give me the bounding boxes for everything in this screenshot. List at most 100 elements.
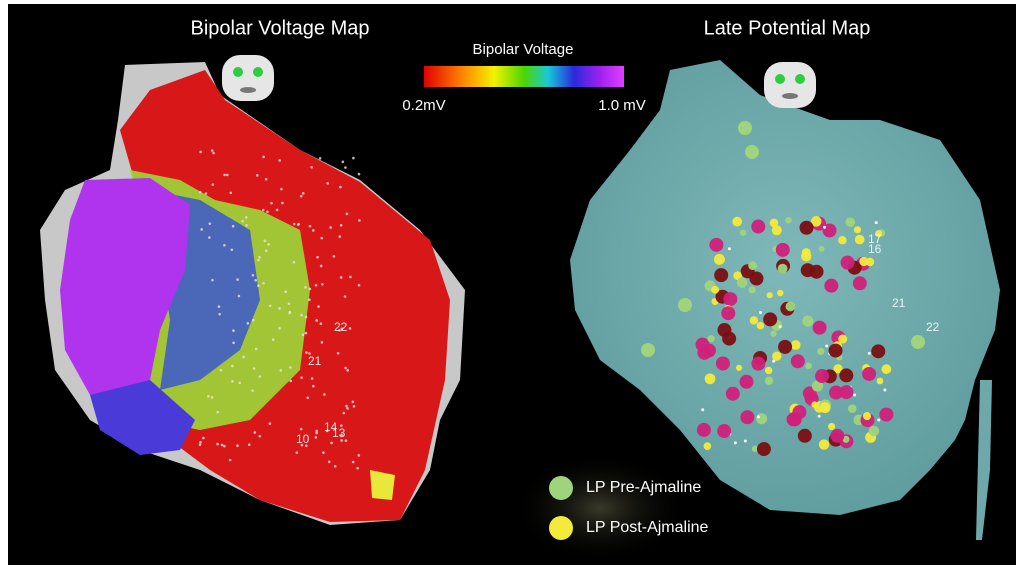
point-dot <box>300 376 303 379</box>
lp-dot <box>737 277 748 288</box>
lp-dot <box>714 254 725 265</box>
point-dot <box>218 313 221 316</box>
lp-dot <box>777 290 783 296</box>
point-dot <box>208 222 211 225</box>
point-dot <box>349 276 352 279</box>
lp-dot <box>805 363 812 370</box>
point-dot <box>284 290 287 293</box>
lp-dot <box>721 306 735 320</box>
point-dot <box>315 284 318 287</box>
point-dot <box>320 265 323 268</box>
point-dot <box>278 307 281 310</box>
lp-dot <box>732 217 742 227</box>
point-dot <box>330 442 333 445</box>
lp-dot <box>883 389 886 392</box>
point-dot <box>316 256 319 259</box>
point-dot <box>320 322 323 325</box>
lp-dot <box>875 221 878 224</box>
lp-dot <box>879 407 893 421</box>
lp-dot <box>813 321 827 335</box>
point-dot <box>258 256 261 259</box>
lp-dot <box>757 415 760 418</box>
point-dot <box>296 451 299 454</box>
lp-dot <box>854 226 861 233</box>
point-dot <box>293 223 296 226</box>
lp-dot <box>716 357 730 371</box>
point-dot <box>281 202 284 205</box>
point-dot <box>270 202 273 205</box>
point-dot <box>322 451 325 454</box>
point-dot <box>265 178 268 181</box>
point-dot <box>310 166 313 169</box>
point-dot <box>288 303 291 306</box>
lp-dot <box>728 247 731 250</box>
point-dot <box>319 157 322 160</box>
lp-dot <box>723 292 737 306</box>
point-dot <box>302 192 305 195</box>
lp-dot <box>862 367 876 381</box>
lp-dot <box>786 302 796 312</box>
point-dot <box>356 467 359 470</box>
map-number-label: 21 <box>308 354 322 368</box>
point-dot <box>252 319 255 322</box>
point-dot <box>315 319 318 322</box>
point-dot <box>216 443 219 446</box>
point-dot <box>293 261 296 264</box>
point-dot <box>199 151 202 154</box>
point-dot <box>202 437 205 440</box>
point-dot <box>345 405 348 408</box>
map-number-label: 22 <box>334 320 348 334</box>
point-dot <box>344 295 347 298</box>
lp-dot <box>911 335 925 349</box>
lp-dot <box>714 268 728 282</box>
lp-dot <box>785 217 792 224</box>
lp-dot <box>767 292 773 298</box>
lp-dot <box>745 145 759 159</box>
point-dot <box>272 338 275 341</box>
lp-dot <box>869 426 880 437</box>
point-dot <box>333 255 336 258</box>
point-dot <box>207 395 210 398</box>
legend-glow <box>510 453 690 563</box>
lp-dot <box>759 311 762 314</box>
lp-dot <box>801 263 815 277</box>
lp-dot <box>828 423 835 430</box>
point-dot <box>305 332 308 335</box>
lp-dot <box>736 365 742 371</box>
orientation-icon <box>764 62 816 108</box>
point-dot <box>278 327 281 330</box>
legend-swatch <box>549 476 573 500</box>
lp-dot <box>779 325 782 328</box>
lp-dot <box>701 408 704 411</box>
point-dot <box>229 191 232 194</box>
point-dot <box>216 411 219 414</box>
point-dot <box>321 341 324 344</box>
point-dot <box>352 401 355 404</box>
point-dot <box>200 228 203 231</box>
point-dot <box>340 224 343 227</box>
lp-dot <box>756 413 767 424</box>
lp-dot <box>751 220 765 234</box>
point-dot <box>211 149 214 152</box>
colorbar-gradient <box>424 66 624 87</box>
legend-label: LP Post-Ajmaline <box>586 519 709 536</box>
lp-dot <box>877 419 880 422</box>
lp-dot <box>705 373 716 384</box>
point-dot <box>297 223 300 226</box>
map-yellow <box>370 470 395 500</box>
lp-dot <box>841 256 855 270</box>
lp-dot <box>791 340 801 350</box>
point-dot <box>300 195 303 198</box>
lp-dot <box>825 344 828 347</box>
point-dot <box>279 369 282 372</box>
point-dot <box>262 209 265 212</box>
lp-dot <box>792 405 806 419</box>
point-dot <box>257 284 260 287</box>
point-dot <box>230 248 233 251</box>
point-dot <box>199 443 202 446</box>
lp-dot <box>823 223 837 237</box>
point-dot <box>231 380 234 383</box>
lp-dot <box>678 298 692 312</box>
point-dot <box>220 369 223 372</box>
figure: Bipolar Voltage Map Late Potential Map B… <box>0 0 1022 569</box>
